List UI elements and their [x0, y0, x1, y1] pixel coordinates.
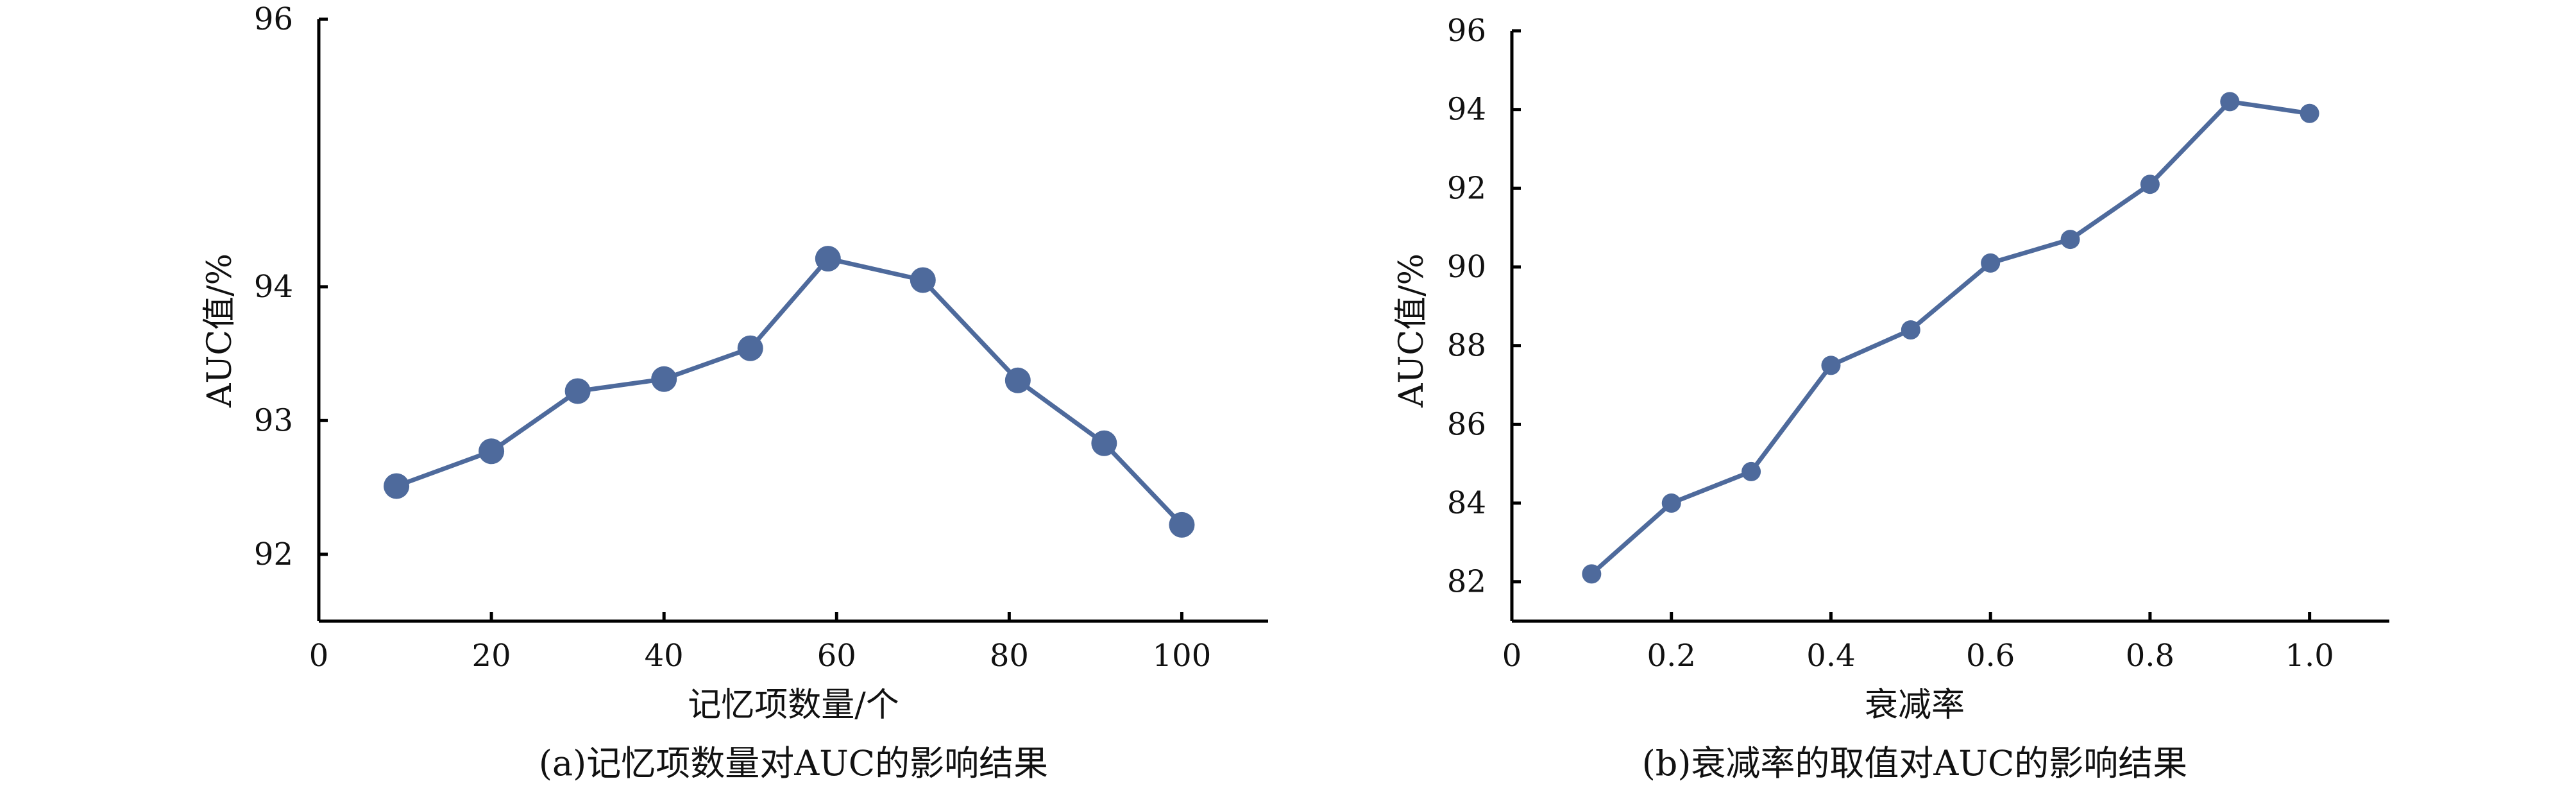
chart-a: 0 20 40 60 80 100 92 93 94 96 记忆项数量/个 AUC值/% (a)记… [201, 1, 1268, 784]
chart-b-y-tick-label: 86 [1447, 406, 1486, 442]
chart-b-data-point [2300, 103, 2319, 123]
chart-b-data-point [1661, 493, 1681, 513]
chart-b-y-tick-label: 88 [1447, 328, 1486, 364]
chart-b-data-point [2220, 92, 2240, 112]
chart-b-data-point [1741, 461, 1761, 481]
chart-b-data-point [1582, 564, 1602, 584]
chart-b-x-tick-label: 0.6 [1966, 638, 2015, 674]
chart-b-y-tick-label: 94 [1447, 92, 1486, 128]
chart-a-ticks: 0 20 40 60 80 100 92 93 94 96 [254, 1, 1211, 674]
chart-b-y-tick-label: 96 [1447, 13, 1486, 49]
chart-a-data-point [1169, 511, 1195, 538]
chart-a-x-tick-label: 20 [472, 638, 511, 674]
chart-b-x-tick-label: 1.0 [2285, 638, 2334, 674]
chart-b-x-axis-label: 衰减率 [1865, 686, 1965, 724]
chart-b: 0 0.2 0.4 0.6 0.8 1.0 82 84 86 88 90 92 94 96 衰减率 AUC… [1393, 13, 2389, 784]
chart-b-data-point [1821, 355, 1841, 375]
chart-a-y-axis-label: AUC值/% [201, 253, 239, 408]
chart-b-data-point [2060, 230, 2080, 250]
chart-a-data-point [910, 267, 936, 293]
chart-a-data-point [651, 366, 677, 392]
chart-a-y-tick-label: 93 [254, 402, 293, 438]
chart-a-x-tick-label: 100 [1153, 638, 1212, 674]
chart-a-x-tick-label: 0 [309, 638, 329, 674]
chart-a-data-point [479, 438, 505, 465]
chart-a-y-tick-label: 96 [254, 1, 293, 37]
chart-b-x-tick-label: 0 [1502, 638, 1522, 674]
chart-a-data-point [384, 473, 410, 499]
chart-b-data-point [2140, 175, 2160, 194]
chart-b-ticks: 0 0.2 0.4 0.6 0.8 1.0 82 84 86 88 90 92 94 96 [1447, 13, 2334, 674]
chart-a-x-axis-label: 记忆项数量/个 [688, 686, 899, 724]
chart-b-caption: (b)衰减率的取值对AUC的影响结果 [1642, 743, 2188, 784]
chart-a-series [384, 246, 1195, 538]
chart-b-y-tick-label: 84 [1447, 485, 1486, 521]
chart-b-y-tick-label: 90 [1447, 249, 1486, 285]
chart-a-series-line [394, 256, 1184, 527]
chart-b-y-axis-label: AUC值/% [1393, 253, 1431, 408]
chart-a-caption: (a)记忆项数量对AUC的影响结果 [539, 743, 1048, 784]
chart-a-data-point [815, 246, 841, 272]
chart-b-x-tick-label: 0.8 [2126, 638, 2174, 674]
chart-b-x-tick-label: 0.2 [1647, 638, 1696, 674]
chart-a-x-tick-label: 60 [817, 638, 856, 674]
chart-a-data-point [564, 378, 591, 404]
chart-a-y-tick-label: 92 [254, 536, 293, 572]
chart-b-series [1582, 92, 2319, 584]
chart-a-data-point [737, 335, 763, 361]
chart-b-data-point [1901, 320, 1920, 340]
chart-a-x-tick-label: 80 [990, 638, 1029, 674]
chart-b-y-tick-label: 92 [1447, 170, 1486, 206]
chart-a-data-point [1091, 430, 1117, 456]
chart-b-data-point [1981, 253, 2001, 273]
chart-a-y-tick-label: 94 [254, 269, 293, 305]
chart-a-x-tick-label: 40 [645, 638, 684, 674]
chart-b-series-line [1589, 99, 2312, 576]
chart-b-y-tick-label: 82 [1447, 564, 1486, 600]
chart-a-data-point [1004, 367, 1031, 393]
chart-b-x-tick-label: 0.4 [1806, 638, 1855, 674]
